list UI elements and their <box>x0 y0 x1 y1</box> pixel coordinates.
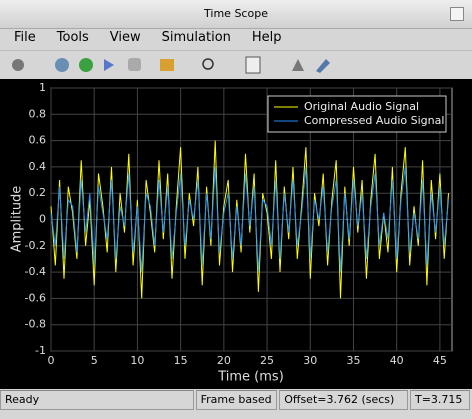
y-tick-label: 0.8 <box>29 107 47 120</box>
y-tick-label: 0.6 <box>29 134 47 147</box>
status-time: T=3.715 <box>409 390 470 410</box>
menu-item[interactable]: Help <box>251 30 282 45</box>
y-tick-label: -1 <box>35 344 46 357</box>
menu-bar: File Tools View Simulation Help <box>0 28 472 48</box>
x-axis-label: Time (ms) <box>217 370 284 385</box>
edit-button[interactable] <box>316 59 330 73</box>
step-back-button[interactable] <box>55 58 69 72</box>
y-tick-label: 0.2 <box>29 186 47 199</box>
status-offset: Offset=3.762 (secs) <box>279 390 408 410</box>
status-mode: Frame based <box>195 390 278 410</box>
x-tick-label: 40 <box>390 354 404 367</box>
y-tick-label: 0.4 <box>29 160 47 173</box>
cursor-button[interactable] <box>292 59 304 71</box>
y-tick-label: -0.8 <box>25 318 46 331</box>
x-tick-label: 30 <box>303 354 317 367</box>
title-bar: Time Scope <box>0 0 472 29</box>
series-line <box>50 166 449 273</box>
menu-item[interactable]: File <box>14 30 36 45</box>
y-tick-label: -0.4 <box>25 265 46 278</box>
legend-label: Original Audio Signal <box>304 100 419 113</box>
x-tick-label: 10 <box>130 354 144 367</box>
status-state: Ready <box>0 390 194 410</box>
menu-item[interactable]: Simulation <box>161 30 231 45</box>
step-forward-button[interactable] <box>104 59 114 71</box>
y-tick-label: -0.6 <box>25 291 46 304</box>
legend-box <box>267 95 447 133</box>
close-button[interactable] <box>450 7 464 21</box>
y-axis-label: Amplitude <box>10 186 25 253</box>
settings-button[interactable] <box>12 59 24 71</box>
menu-item[interactable]: Tools <box>56 30 89 45</box>
autoscale-button[interactable] <box>245 56 261 74</box>
stop-button[interactable] <box>128 58 141 71</box>
y-tick-label: -0.2 <box>25 239 46 252</box>
x-tick-label: 0 <box>48 354 55 367</box>
toolbar <box>0 50 472 80</box>
y-tick-label: 0 <box>39 213 46 226</box>
zoom-button[interactable] <box>202 58 214 70</box>
legend-label: Compressed Audio Signal <box>304 114 444 127</box>
x-tick-label: 15 <box>174 354 188 367</box>
status-bar: Ready Frame based Offset=3.762 (secs) T=… <box>0 390 472 410</box>
signal-button[interactable] <box>160 59 174 71</box>
menu-item[interactable]: View <box>109 30 141 45</box>
window-title: Time Scope <box>204 7 268 20</box>
y-tick-label: 1 <box>39 81 46 94</box>
run-button[interactable] <box>79 58 93 72</box>
x-tick-label: 45 <box>433 354 447 367</box>
x-tick-label: 25 <box>260 354 274 367</box>
x-tick-label: 35 <box>346 354 360 367</box>
x-tick-label: 5 <box>91 354 98 367</box>
plot: Amplitude Time (ms) -1 -0.8 -0.6 -0.4 -0.2 0 0… <box>0 79 472 389</box>
x-tick-label: 20 <box>217 354 231 367</box>
